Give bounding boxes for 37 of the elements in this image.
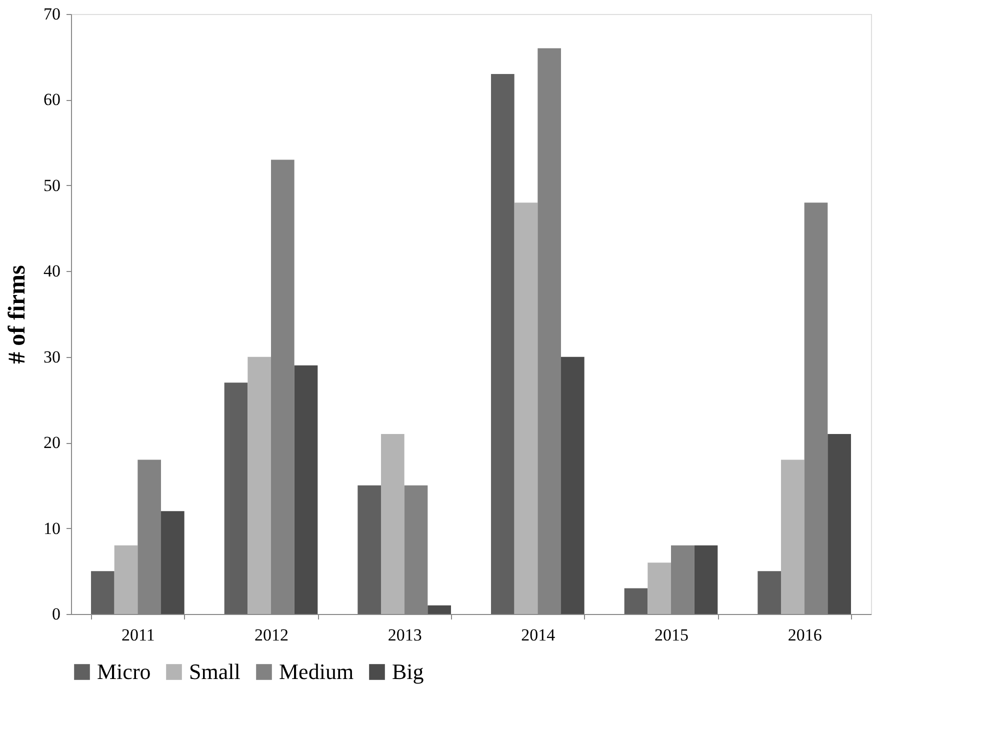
legend-label: Medium bbox=[279, 659, 354, 684]
bar bbox=[758, 571, 781, 614]
bar bbox=[561, 356, 584, 614]
bar bbox=[428, 605, 451, 614]
bar bbox=[294, 365, 318, 614]
y-tick-label: 70 bbox=[44, 4, 60, 24]
legend-label: Small bbox=[189, 659, 240, 684]
bar bbox=[491, 74, 514, 614]
x-tick-label: 2014 bbox=[521, 626, 556, 644]
bar bbox=[114, 545, 138, 614]
bar bbox=[694, 545, 718, 614]
bar bbox=[381, 434, 404, 614]
x-tick-label: 2015 bbox=[654, 626, 688, 644]
bar bbox=[358, 485, 381, 614]
y-axis-title: # of firms bbox=[4, 265, 30, 364]
x-tick-label: 2013 bbox=[388, 626, 422, 644]
y-tick-label: 10 bbox=[44, 518, 60, 538]
legend-label: Micro bbox=[97, 659, 151, 684]
y-tick-label: 30 bbox=[44, 347, 60, 366]
bar bbox=[161, 511, 184, 614]
y-tick-label: 60 bbox=[44, 90, 60, 110]
x-tick-label: 2016 bbox=[788, 626, 822, 644]
y-tick-label: 20 bbox=[44, 433, 60, 452]
bar bbox=[648, 562, 671, 614]
bar bbox=[224, 382, 248, 614]
legend-label: Big bbox=[392, 659, 424, 684]
bar bbox=[514, 202, 538, 614]
bar bbox=[781, 460, 804, 614]
bar bbox=[91, 571, 114, 614]
y-tick-label: 0 bbox=[52, 604, 60, 624]
x-tick-label: 2012 bbox=[254, 626, 288, 644]
y-tick-label: 50 bbox=[44, 176, 60, 195]
x-tick-label: 2011 bbox=[121, 626, 155, 644]
bar bbox=[624, 588, 648, 614]
y-tick-label: 40 bbox=[44, 262, 60, 281]
bar bbox=[828, 434, 851, 614]
bar bbox=[248, 356, 271, 614]
